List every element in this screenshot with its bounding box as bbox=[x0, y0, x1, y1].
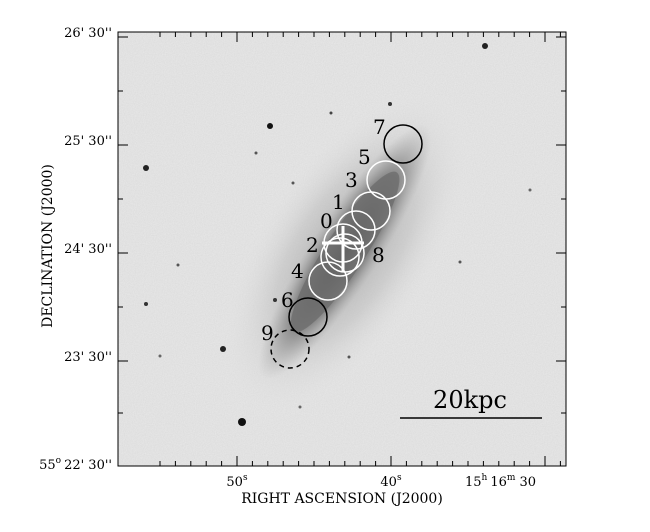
star bbox=[273, 298, 277, 302]
galaxy-inner-disk bbox=[290, 171, 400, 333]
aperture-5-label: 5 bbox=[358, 145, 371, 169]
star bbox=[329, 111, 333, 115]
star bbox=[144, 302, 148, 306]
aperture-3-label: 3 bbox=[345, 168, 358, 192]
aperture-9-circle bbox=[270, 329, 310, 369]
star bbox=[238, 418, 246, 426]
dec-tick-label: 23' 30'' bbox=[64, 350, 112, 365]
aperture-4-label: 4 bbox=[291, 259, 304, 283]
dec-tick-label: 25' 30'' bbox=[64, 134, 112, 149]
star bbox=[291, 181, 295, 185]
galaxy bbox=[216, 85, 474, 419]
ra-tick-label: 40s bbox=[380, 473, 402, 490]
star bbox=[267, 123, 273, 129]
aperture-0-label: 0 bbox=[320, 209, 333, 233]
aperture-6-circle bbox=[288, 297, 328, 337]
plot-frame bbox=[117, 31, 567, 467]
star bbox=[388, 102, 392, 106]
star bbox=[482, 43, 488, 49]
aperture-6-label: 6 bbox=[281, 288, 294, 312]
ra-tick-label: 50s bbox=[226, 473, 248, 490]
frame-ticks bbox=[118, 32, 566, 467]
aperture-8-circle bbox=[325, 233, 365, 273]
aperture-2-circle bbox=[320, 237, 360, 277]
star bbox=[176, 263, 180, 267]
aperture-1-label: 1 bbox=[332, 190, 345, 214]
dec-corner-label: 55o 22' 30'' bbox=[39, 456, 112, 473]
dec-tick-label: 24' 30'' bbox=[64, 242, 112, 257]
star bbox=[298, 405, 302, 409]
ra-tick-label: 15h 16m 30 bbox=[465, 473, 536, 490]
center-cross bbox=[322, 226, 364, 272]
scale-bar-label: 20kpc bbox=[433, 386, 507, 414]
apertures: 012 3 4 5 6 7 8 9 bbox=[261, 115, 423, 369]
dec-tick-labels: 26' 30'' 25' 30'' 24' 30'' 23' 30'' 55o 2… bbox=[39, 26, 112, 473]
aperture-2-label: 2 bbox=[306, 233, 319, 257]
star bbox=[158, 354, 162, 358]
aperture-9-label: 9 bbox=[261, 321, 274, 345]
star bbox=[143, 165, 149, 171]
dec-tick-label: 26' 30'' bbox=[64, 26, 112, 41]
scale-bar: 20kpc bbox=[400, 386, 542, 419]
aperture-7-label: 7 bbox=[373, 115, 386, 139]
ra-tick-labels: 50s 40s 15h 16m 30 bbox=[226, 473, 536, 490]
aperture-5-circle bbox=[366, 160, 406, 200]
aperture-8-label: 8 bbox=[372, 243, 385, 267]
star bbox=[220, 346, 226, 352]
star bbox=[254, 151, 258, 155]
star bbox=[528, 188, 532, 192]
x-axis-title: RIGHT ASCENSION (J2000) bbox=[241, 491, 443, 507]
stars bbox=[143, 43, 532, 426]
star bbox=[458, 260, 462, 264]
aperture-7-circle bbox=[383, 124, 423, 164]
star bbox=[347, 355, 351, 359]
y-axis-title: DECLINATION (J2000) bbox=[40, 164, 56, 328]
